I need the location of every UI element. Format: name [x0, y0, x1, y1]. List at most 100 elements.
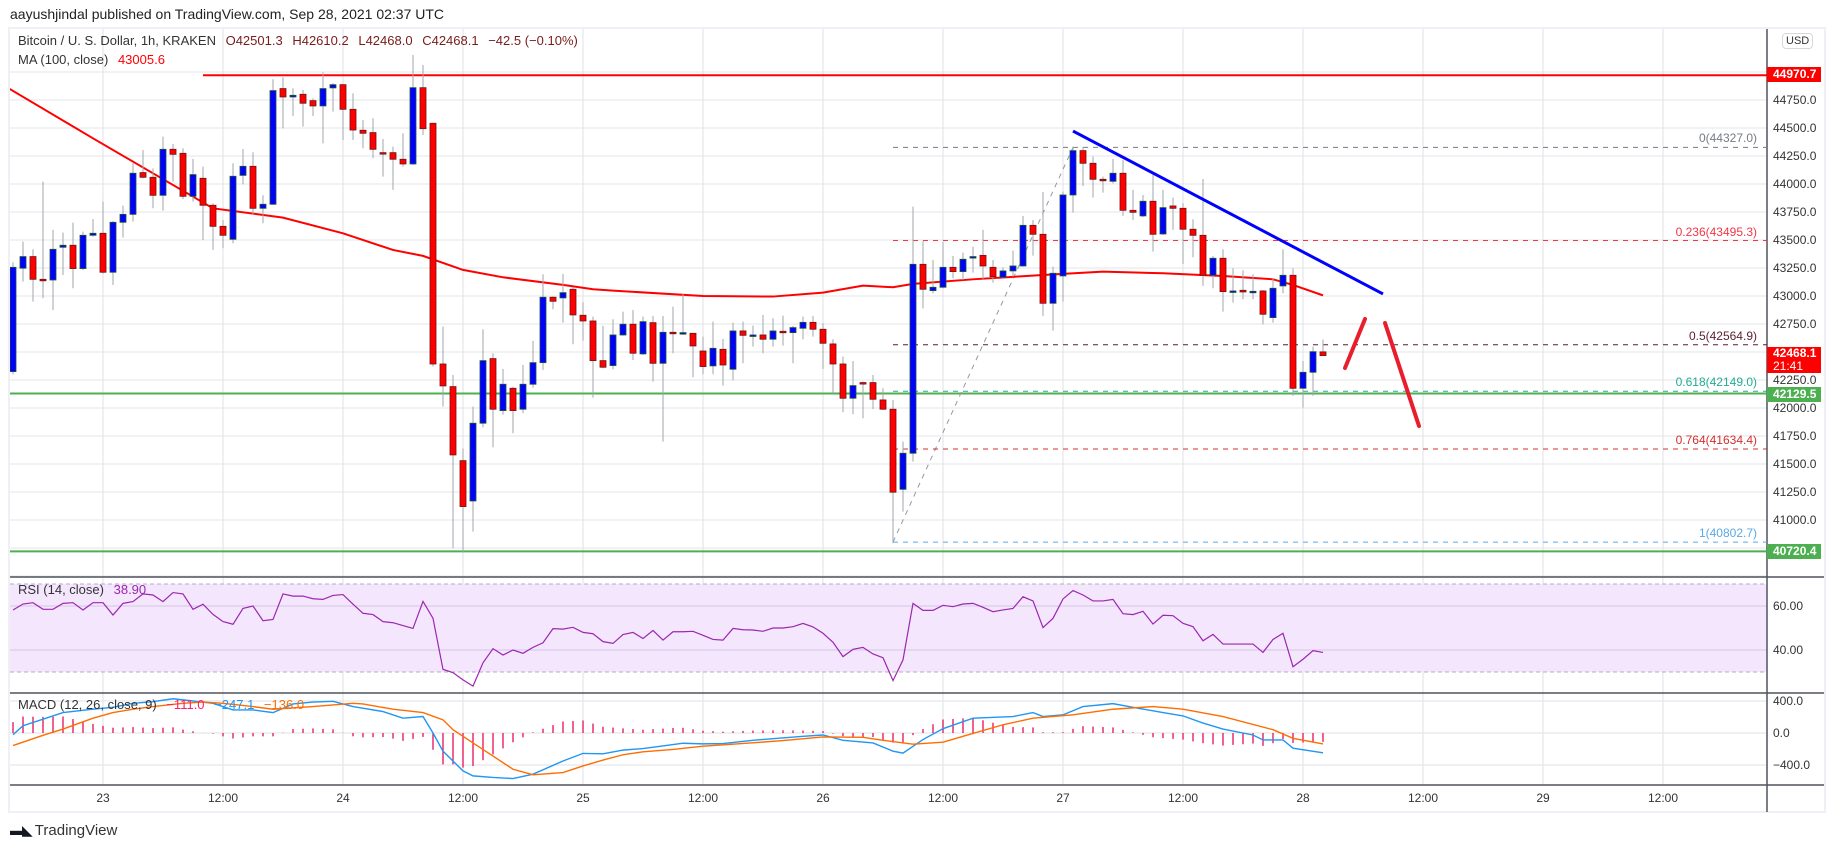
currency-button[interactable]: USD [1782, 33, 1814, 49]
candle-body-up [959, 258, 967, 272]
candle [309, 98, 317, 117]
candle-body-up [49, 248, 57, 281]
candle-body-up [1279, 274, 1287, 287]
candle [869, 374, 877, 410]
time-axis-label: 12:00 [1407, 791, 1439, 805]
time-axis-label: 12:00 [447, 791, 479, 805]
candle-body-up [499, 383, 507, 411]
candle-body-down [949, 266, 957, 272]
candle [409, 54, 417, 165]
candle [499, 368, 507, 415]
candle [119, 205, 127, 238]
candle-body-down [459, 460, 467, 507]
candle [39, 181, 47, 299]
candle-body-down [249, 165, 257, 209]
candle-body-down [339, 84, 347, 110]
candle-body-down [869, 382, 877, 400]
candle [1159, 189, 1167, 235]
candle [1099, 176, 1107, 193]
time-axis-label: 12:00 [207, 791, 239, 805]
candle-body-up [969, 256, 977, 259]
candle [439, 326, 447, 407]
tradingview-logo[interactable]: ▬◣ TradingView [10, 822, 117, 839]
candle-body-up [909, 263, 917, 454]
candle-body-down [209, 204, 217, 227]
candle-body-up [799, 321, 807, 329]
candle-body-down [439, 363, 447, 387]
rsi-label: RSI (14, close) [18, 582, 104, 597]
time-axis-label: 23 [96, 791, 110, 805]
candle [1169, 197, 1177, 230]
candle-body-up [1049, 272, 1057, 304]
candle [689, 332, 697, 378]
candle-body-down [199, 177, 207, 206]
candle-body-down [1089, 162, 1097, 180]
macd-label: MACD (12, 26, close, 9) [18, 697, 157, 712]
candle [679, 293, 687, 335]
rsi-axis-label: 40.00 [1773, 643, 1804, 657]
macd-legend[interactable]: MACD (12, 26, close, 9) −111.0 −247.1 −1… [18, 697, 310, 712]
candle-body-up [229, 175, 237, 240]
candle-body-up [89, 232, 97, 236]
candle [129, 163, 137, 222]
candle [919, 240, 927, 309]
candle-body-down [309, 100, 317, 107]
candle-body-down [359, 129, 367, 134]
candle [279, 77, 287, 129]
candle-body-up [269, 90, 277, 205]
candle [1109, 158, 1117, 184]
candle-body-up [609, 334, 617, 366]
candle-body-down [389, 152, 397, 160]
candle [599, 325, 607, 369]
candle [699, 336, 707, 375]
price-axis-label: 44000.0 [1773, 177, 1817, 191]
candle [69, 222, 77, 289]
fib-level-label: 1(40802.7) [1698, 526, 1757, 541]
candle-body-down [629, 323, 637, 354]
candle [1029, 219, 1037, 256]
candle-body-up [239, 165, 247, 176]
candle-body-up [679, 332, 687, 335]
ma100-line [10, 87, 1324, 298]
candle-body-up [319, 88, 327, 107]
candle-body-up [159, 148, 167, 196]
candle-body-up [129, 172, 137, 215]
candle [389, 146, 397, 190]
candle [769, 318, 777, 347]
candle [989, 259, 997, 283]
candle-body-down [1029, 224, 1037, 235]
price-axis-label: 43750.0 [1773, 205, 1817, 219]
candle-body-down [449, 386, 457, 456]
candle [349, 93, 357, 140]
candle-body-up [1249, 290, 1257, 294]
candle-body-down [1129, 209, 1137, 213]
candle-body-up [749, 334, 757, 337]
candle-body-up [259, 203, 267, 209]
last-price-badge: 42468.1 21:41 [1767, 347, 1821, 373]
tradingview-logo-icon: ▬◣ [10, 822, 33, 838]
candle-body-down [219, 225, 227, 236]
candle [719, 338, 727, 386]
candle-body-up [79, 234, 87, 269]
candle-body-down [549, 296, 557, 302]
price-axis-label: 42250.0 [1773, 373, 1817, 387]
candle [799, 316, 807, 340]
candle-body-up [639, 321, 647, 355]
candle-body-up [999, 270, 1007, 278]
macd-line [12, 698, 1324, 780]
ma-legend[interactable]: MA (100, close) 43005.6 [18, 52, 171, 67]
candle-body-down [379, 152, 387, 155]
candle [429, 122, 437, 367]
candle-body-up [119, 213, 127, 223]
candle [749, 325, 757, 347]
candle-body-down [719, 348, 727, 366]
candle [459, 448, 467, 552]
candle [1069, 146, 1077, 213]
symbol-legend[interactable]: Bitcoin / U. S. Dollar, 1h, KRAKEN O4250… [18, 33, 584, 48]
candle-body-down [299, 93, 307, 104]
candle [369, 118, 377, 159]
rsi-legend[interactable]: RSI (14, close) 38.90 [18, 582, 152, 597]
time-axis-label: 24 [336, 791, 350, 805]
candle [809, 315, 817, 337]
